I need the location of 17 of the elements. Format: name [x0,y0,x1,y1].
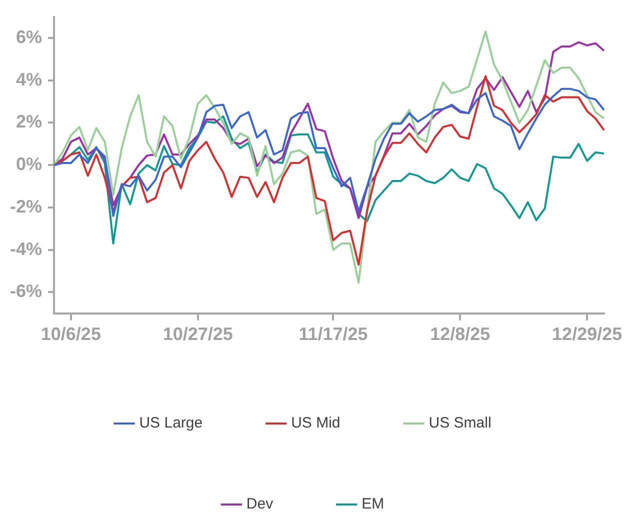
y-tick-label: -6% [10,281,42,302]
legend-label: US Large [139,414,203,432]
y-tick-label: -4% [10,238,42,259]
y-tick-label: 0% [16,154,42,174]
x-tick-label: 10/27/25 [162,324,233,344]
x-tick-label: 11/17/25 [298,324,368,344]
legend-label: EM [362,496,384,513]
x-tick-label: 12/29/25 [552,324,622,344]
x-tick-label: 10/6/25 [40,324,101,344]
x-tick-label: 12/8/25 [430,324,490,344]
y-tick-label: 4% [16,69,42,90]
y-tick-label: -2% [10,196,42,216]
legend-label: US Small [428,414,492,432]
y-tick-label: 2% [16,112,42,132]
y-tick-label: 6% [16,26,42,47]
legend-label: Dev [246,496,274,513]
legend-label: US Mid [291,414,340,432]
